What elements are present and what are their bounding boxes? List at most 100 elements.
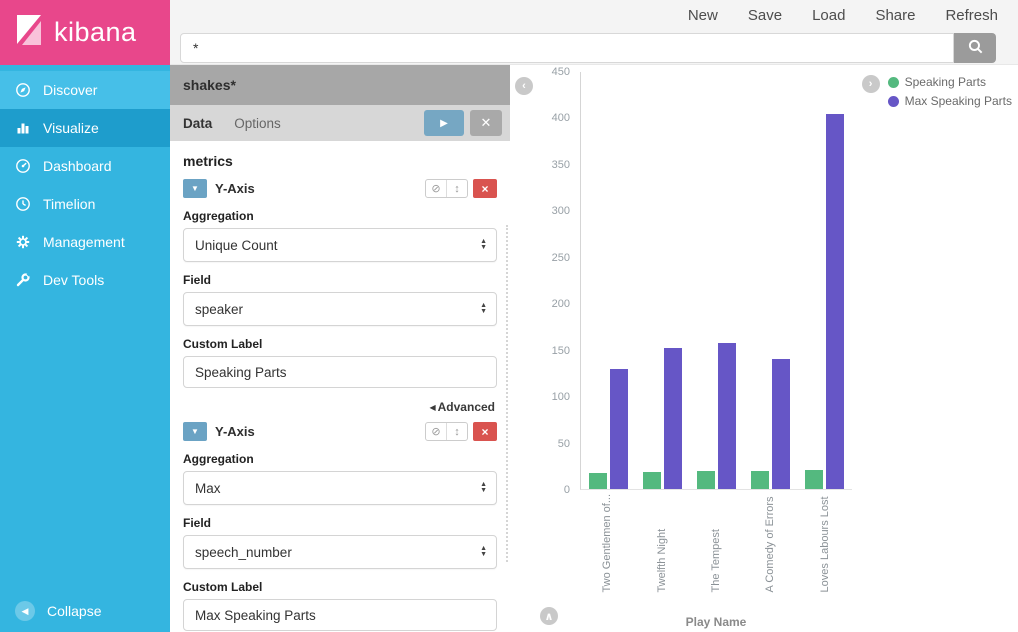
top-nav-load[interactable]: Load [812, 7, 846, 24]
bar-max-speaking-parts[interactable] [663, 348, 682, 489]
aggregation-value: Max [195, 480, 221, 496]
collapse-agg-button[interactable]: ▼ [183, 422, 207, 441]
sidebar-collapse-button[interactable]: ◀ Collapse [0, 590, 170, 632]
sidebar-item-timelion[interactable]: Timelion [0, 185, 170, 223]
dashboard-icon [15, 158, 31, 174]
aggregation-select[interactable]: Unique Count ▲ ▼ [183, 228, 497, 262]
visualization-chart: ‹ 0 50 100 150 200 250 300 350 400 450 Two Gentle… [510, 65, 1018, 632]
vis-editor-panel: shakes* Data Options ▶ ✕ metrics ▼ [170, 65, 510, 632]
search-icon [967, 38, 984, 58]
search-input[interactable] [180, 33, 954, 63]
discard-changes-button[interactable]: ✕ [470, 110, 502, 136]
bar-speaking-parts[interactable] [697, 471, 715, 489]
sidebar-item-management[interactable]: Management [0, 223, 170, 261]
brand-name: kibana [54, 17, 137, 47]
custom-label-input[interactable] [183, 599, 497, 631]
editor-tabs-row: Data Options ▶ ✕ [170, 105, 510, 141]
sidebar-item-dev-tools[interactable]: Dev Tools [0, 261, 170, 299]
collapse-xaxis-button[interactable]: ∧ [540, 607, 558, 625]
tab-data[interactable]: Data [183, 115, 213, 131]
agg-title: Y-Axis [215, 181, 255, 196]
sidebar-item-label: Visualize [43, 120, 99, 136]
x-tick-label: Twelfth Night [655, 528, 668, 593]
sidebar-collapse-label: Collapse [47, 603, 102, 619]
field-value: speech_number [195, 544, 292, 560]
disable-agg-icon[interactable]: ⊘ [431, 183, 441, 195]
x-tick-label: A Comedy of Errors [764, 496, 777, 593]
brand-header: kibana [0, 0, 170, 65]
advanced-toggle[interactable]: ◀ Advanced [429, 400, 495, 414]
field-value: speaker [195, 301, 244, 317]
bar-group [581, 72, 635, 489]
field-select[interactable]: speaker ▲ ▼ [183, 292, 497, 326]
select-arrows-icon: ▲ ▼ [480, 545, 487, 558]
legend-toggle-button[interactable]: › [861, 75, 880, 93]
query-bar [180, 33, 996, 63]
discover-icon [15, 82, 31, 98]
remove-icon: × [481, 181, 489, 196]
legend-dot-icon [887, 95, 899, 107]
legend-label: Max Speaking Parts [904, 94, 1012, 108]
sidebar-item-label: Dev Tools [43, 272, 105, 288]
caret-down-icon: ▼ [191, 427, 199, 436]
legend-item-speaking-parts[interactable]: Speaking Parts [887, 75, 1012, 89]
bar-max-speaking-parts[interactable] [609, 368, 628, 489]
y-axis: 0 50 100 150 200 250 300 350 400 450 [510, 66, 574, 496]
sidebar-items: Discover Visualize Dashboard Timelion Manage… [0, 65, 170, 299]
bar-speaking-parts[interactable] [751, 471, 770, 489]
bar-group [744, 72, 798, 489]
remove-agg-button[interactable]: × [473, 179, 497, 198]
top-nav-save[interactable]: Save [747, 7, 783, 24]
sidebar-item-visualize[interactable]: Visualize [0, 109, 170, 147]
y-tick-label: 250 [551, 251, 570, 264]
x-tick-slot: A Comedy of Errors [743, 494, 797, 592]
aggregation-value: Unique Count [195, 237, 278, 253]
legend: › Speaking Parts Max Speaking Parts [861, 75, 1012, 108]
remove-icon: × [481, 424, 489, 439]
advanced-caret-icon: ◀ [429, 403, 436, 412]
collapse-editor-button[interactable]: ‹ [515, 77, 533, 95]
bar-max-speaking-parts[interactable] [826, 113, 845, 489]
bar-speaking-parts[interactable] [642, 472, 661, 489]
top-nav-refresh[interactable]: Refresh [945, 7, 998, 24]
custom-label-label: Custom Label [183, 580, 263, 594]
bar-max-speaking-parts[interactable] [772, 359, 791, 489]
select-arrows-icon: ▲ ▼ [480, 481, 487, 494]
y-tick-label: 450 [551, 66, 570, 78]
bar-max-speaking-parts[interactable] [718, 342, 736, 489]
x-tick-label: Two Gentlemen of... [601, 494, 614, 593]
sidebar: Discover Visualize Dashboard Timelion Manage… [0, 65, 170, 632]
sidebar-item-discover[interactable]: Discover [0, 71, 170, 109]
bar-group [689, 72, 743, 489]
sidebar-item-dashboard[interactable]: Dashboard [0, 147, 170, 185]
top-bar: New Save Load Share Refresh [170, 0, 1018, 65]
collapse-agg-button[interactable]: ▼ [183, 179, 207, 198]
tab-options[interactable]: Options [234, 115, 281, 131]
remove-agg-button[interactable]: × [473, 422, 497, 441]
agg-toggle-group: ⊘ ↕ [425, 422, 468, 441]
legend-dot-icon [887, 76, 899, 88]
legend-item-max-speaking-parts[interactable]: Max Speaking Parts [887, 94, 1012, 108]
management-icon [15, 234, 31, 250]
disable-agg-icon[interactable]: ⊘ [431, 426, 441, 438]
sidebar-item-label: Management [43, 234, 125, 250]
metric-group-1: ▼ Y-Axis ⊘ ↕ × Aggregation [183, 179, 497, 414]
top-nav-share[interactable]: Share [875, 7, 916, 24]
reorder-agg-icon[interactable]: ↕ [446, 180, 467, 197]
bar-speaking-parts[interactable] [805, 470, 824, 489]
search-button[interactable] [954, 33, 996, 63]
play-icon: ▶ [440, 117, 448, 129]
apply-changes-button[interactable]: ▶ [424, 110, 464, 136]
aggregation-select[interactable]: Max ▲ ▼ [183, 471, 497, 505]
custom-label-input[interactable] [183, 356, 497, 388]
y-tick-label: 50 [557, 437, 570, 450]
sidebar-item-label: Discover [43, 82, 98, 98]
reorder-agg-icon[interactable]: ↕ [446, 423, 467, 440]
y-tick-label: 150 [551, 344, 570, 357]
top-nav-new[interactable]: New [687, 7, 718, 24]
bar-speaking-parts[interactable] [588, 473, 607, 489]
field-select[interactable]: speech_number ▲ ▼ [183, 535, 497, 569]
aggregation-label: Aggregation [183, 209, 254, 223]
collapse-icon: ◀ [15, 601, 35, 621]
